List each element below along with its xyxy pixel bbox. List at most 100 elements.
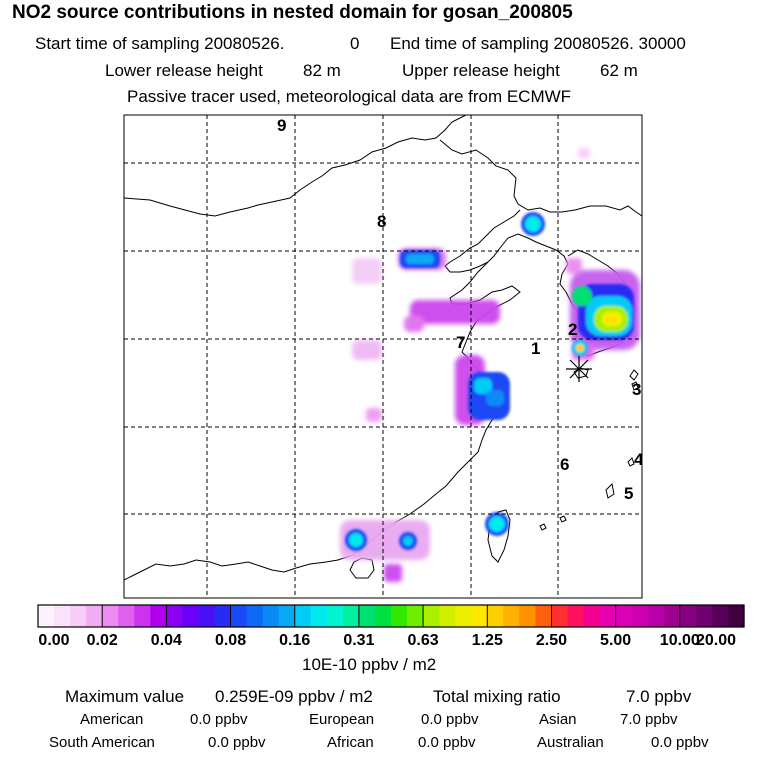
colorbar-cell: [727, 605, 745, 627]
hotspot-taiwan-core: [489, 516, 505, 532]
colorbar-unit: 10E-10 ppbv / m2: [302, 655, 437, 674]
map-frame: [123, 114, 643, 599]
colorbar-tick-label: 10.00: [659, 632, 700, 649]
african-value: 0.0 ppbv: [418, 734, 476, 751]
colorbar-cell: [647, 605, 665, 627]
tracer-note: Passive tracer used, meteorological data…: [127, 87, 572, 106]
colorbar-cell: [230, 605, 248, 627]
plume-north-korea: [566, 258, 582, 274]
colorbar-cell: [374, 605, 392, 627]
plume-north-west: [352, 258, 382, 284]
manchuria-border: [439, 139, 642, 217]
colorbar-tick-label: 5.00: [600, 632, 632, 649]
colorbar-cell: [134, 605, 151, 627]
colorbar-cell: [326, 605, 344, 627]
colorbar-cell: [535, 605, 553, 627]
colorbar-cell: [310, 605, 328, 627]
colorbar-cell: [711, 605, 729, 627]
colorbar-cell: [86, 605, 103, 627]
region-label-5: 5: [624, 484, 633, 503]
asian-value: 7.0 ppbv: [620, 711, 678, 728]
african-label: African: [327, 734, 374, 751]
bohai-peninsula: [487, 233, 569, 293]
colorbar-cell: [391, 605, 408, 627]
region-label-3: 3: [632, 380, 641, 399]
south-american-value: 0.0 ppbv: [208, 734, 266, 751]
region-label-9: 9: [277, 116, 286, 135]
plume-bohai-west: [404, 316, 424, 332]
australian-label: Australian: [537, 734, 604, 751]
hotspot-korea-hot: [602, 312, 622, 326]
hotspot-jeju-core: [576, 344, 584, 352]
colorbar-cell: [599, 605, 617, 627]
colorbar-cell: [214, 605, 232, 627]
grid-lines: [124, 115, 642, 598]
hotspot-south-b-core: [403, 536, 413, 546]
colorbar-cell: [118, 605, 135, 627]
hotspot-north-band-core: [406, 254, 434, 264]
hotspot-yangtze-core: [474, 378, 492, 394]
colorbar-cell: [198, 605, 216, 627]
colorbar-cell: [38, 605, 55, 627]
australian-value: 0.0 ppbv: [651, 734, 709, 751]
total-value: 7.0 ppbv: [626, 687, 692, 706]
colorbar-tick-label: 0.04: [150, 632, 182, 649]
colorbar-tick-label: 2.50: [535, 632, 568, 649]
colorbar-cell: [342, 605, 360, 627]
total-label: Total mixing ratio: [433, 687, 561, 706]
colorbar-cell: [615, 605, 633, 627]
upper-height-value: 62 m: [600, 61, 638, 80]
plume-south-band: [340, 520, 430, 560]
japan-islands: [605, 369, 639, 499]
colorbar-cell: [246, 605, 264, 627]
colorbar-tick-label: 20.00: [695, 632, 737, 649]
region-label-6: 6: [560, 455, 569, 474]
colorbar-cell: [487, 605, 504, 627]
lower-height-label: Lower release height: [105, 61, 263, 80]
colorbar-tick-label: 0.31: [343, 632, 375, 649]
asian-label: Asian: [539, 711, 577, 728]
european-label: European: [309, 711, 375, 728]
plume-central-west: [352, 340, 382, 360]
colorbar-cell: [519, 605, 537, 627]
colorbar-cell: [70, 605, 87, 627]
colorbar-cell: [695, 605, 713, 627]
region-label-8: 8: [377, 212, 386, 231]
hotspot-manchuria-core: [525, 216, 541, 232]
south-american-label: South American: [49, 734, 155, 751]
region-label-4: 4: [634, 450, 644, 469]
colorbar-cell: [166, 605, 184, 627]
colorbar-cell: [663, 605, 681, 627]
colorbar-cell: [471, 605, 488, 627]
colorbar-cell: [407, 605, 424, 627]
colorbar-cell: [631, 605, 649, 627]
start-time-label: Start time of sampling 20080526.: [35, 34, 285, 53]
concentration-field: [340, 148, 640, 582]
lower-height-value: 82 m: [303, 61, 341, 80]
colorbar-cell: [567, 605, 585, 627]
plume-bohai-band: [410, 300, 500, 324]
gulf-coast-north: [444, 209, 521, 273]
region-label-2: 2: [568, 320, 577, 339]
colorbar-cell: [54, 605, 71, 627]
plume-west-small: [366, 408, 382, 422]
european-value: 0.0 ppbv: [421, 711, 479, 728]
upper-height-label: Upper release height: [402, 61, 560, 80]
small-islands: [539, 515, 567, 531]
colorbar-tick-label: 0.00: [38, 632, 70, 649]
colorbar-cell: [358, 605, 376, 627]
maximum-value: 0.259E-09 ppbv / m2: [215, 687, 373, 706]
plume-south-spot: [384, 564, 402, 582]
colorbar-cell: [182, 605, 200, 627]
hotspot-korea-north: [572, 286, 592, 306]
american-label: American: [80, 711, 144, 728]
colorbar-cell: [278, 605, 296, 627]
start-time-hour: 0: [350, 34, 360, 53]
maximum-label: Maximum value: [65, 687, 185, 706]
colorbar-cell: [150, 605, 167, 627]
colorbar-cell: [423, 605, 440, 627]
colorbar-cell: [679, 605, 697, 627]
colorbar-cell: [551, 605, 569, 627]
